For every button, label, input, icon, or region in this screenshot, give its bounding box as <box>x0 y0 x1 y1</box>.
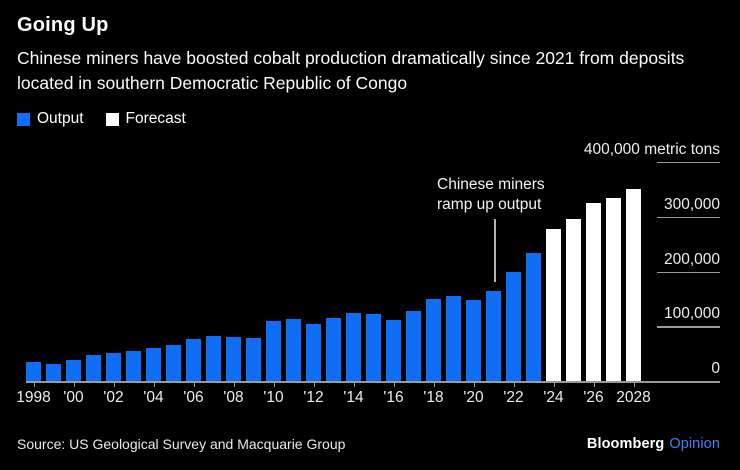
y-tick-label-100000: 100,000 <box>663 305 720 323</box>
y-gridline-400000 <box>657 162 720 164</box>
legend-label-forecast: Forecast <box>125 110 186 127</box>
x-tick-label-2006: '06 <box>183 389 204 406</box>
x-tick-2024 <box>553 382 555 387</box>
x-tick-label-2020: '20 <box>463 389 484 406</box>
x-tick-label-2028: 2028 <box>616 389 651 406</box>
bar-2023 <box>526 252 541 381</box>
x-tick-label-2000: '00 <box>63 389 84 406</box>
forecast-swatch-icon <box>105 112 119 126</box>
x-tick-label-2012: '12 <box>303 389 324 406</box>
bar-2016 <box>386 319 401 381</box>
x-tick-label-1998: 1998 <box>16 389 51 406</box>
bar-2020 <box>466 299 481 381</box>
x-tick-2018 <box>433 382 435 387</box>
chart-title: Going Up <box>17 14 109 36</box>
y-gridline-300000 <box>657 216 720 219</box>
bar-2002 <box>106 352 121 381</box>
y-tick-label-400000: 400,000 metric tons <box>583 141 720 158</box>
y-tick-label-200000: 200,000 <box>663 250 720 268</box>
x-tick-label-2010: '10 <box>263 389 284 406</box>
bar-2004 <box>146 347 161 381</box>
x-tick-label-2016: '16 <box>383 389 404 406</box>
chart-subtitle: Chinese miners have boosted cobalt produ… <box>17 48 685 93</box>
x-tick-2004 <box>153 382 155 387</box>
x-tick-label-2004: '04 <box>143 389 164 406</box>
brand-bloomberg: Bloomberg <box>586 436 665 452</box>
legend-label-output: Output <box>37 110 84 127</box>
brand-opinion: Opinion <box>669 436 720 452</box>
bar-2008 <box>226 337 241 381</box>
x-tick-2028 <box>633 382 635 387</box>
bar-2025 <box>566 219 581 381</box>
y-tick-label-300000: 300,000 <box>663 195 720 213</box>
y-gridline-100000 <box>657 326 720 328</box>
bar-2018 <box>426 298 441 381</box>
annotation-connector-line <box>494 219 496 282</box>
y-gridline-200000 <box>657 271 720 273</box>
bar-2024 <box>546 229 561 381</box>
x-tick-label-2026: '26 <box>583 389 604 406</box>
x-tick-label-2022: '22 <box>503 389 524 406</box>
legend: Output Forecast <box>17 110 186 128</box>
x-tick-2012 <box>313 382 315 387</box>
bar-2014 <box>346 312 361 381</box>
bar-2027 <box>606 197 621 381</box>
x-tick-2022 <box>513 382 515 387</box>
bar-2009 <box>246 338 261 381</box>
x-tick-2016 <box>393 382 395 387</box>
x-tick-label-2008: '08 <box>223 389 244 406</box>
bar-1998 <box>26 361 41 381</box>
bar-2010 <box>266 320 281 381</box>
bar-2013 <box>326 317 341 381</box>
x-tick-2008 <box>233 382 235 387</box>
legend-item-forecast: Forecast <box>105 110 186 128</box>
source-note: Source: US Geological Survey and Macquar… <box>17 436 346 452</box>
x-tick-2002 <box>113 382 115 387</box>
bar-2006 <box>186 339 201 381</box>
x-tick-1998 <box>33 382 35 387</box>
x-tick-label-2014: '14 <box>343 389 364 406</box>
bloomberg-opinion-logo: Bloomberg Opinion <box>587 436 720 452</box>
x-axis-baseline <box>26 381 720 383</box>
y-tick-label-0: 0 <box>711 360 720 377</box>
bar-2005 <box>166 344 181 381</box>
x-tick-2000 <box>73 382 75 387</box>
bar-2021 <box>486 290 501 381</box>
bar-2028 <box>626 189 641 381</box>
bar-2015 <box>366 313 381 381</box>
bar-2007 <box>206 335 221 381</box>
x-tick-label-2018: '18 <box>423 389 444 406</box>
bar-2003 <box>126 350 141 381</box>
x-tick-2010 <box>273 382 275 387</box>
bar-2011 <box>286 319 301 381</box>
bar-2012 <box>306 323 321 381</box>
x-tick-2006 <box>193 382 195 387</box>
bar-2019 <box>446 296 461 381</box>
bar-2026 <box>586 202 601 381</box>
bar-2001 <box>86 354 101 381</box>
bar-1999 <box>46 364 61 381</box>
legend-item-output: Output <box>17 110 84 128</box>
x-tick-label-2024: '24 <box>543 389 564 406</box>
output-swatch-icon <box>17 112 30 126</box>
bar-2000 <box>66 359 81 381</box>
bar-2017 <box>406 311 421 381</box>
x-tick-label-2002: '02 <box>103 389 124 406</box>
x-tick-2020 <box>473 382 475 387</box>
x-tick-2014 <box>353 382 355 387</box>
bar-2022 <box>506 272 521 381</box>
annotation-text: Chinese miners ramp up output <box>437 176 545 213</box>
x-tick-2026 <box>593 382 595 387</box>
